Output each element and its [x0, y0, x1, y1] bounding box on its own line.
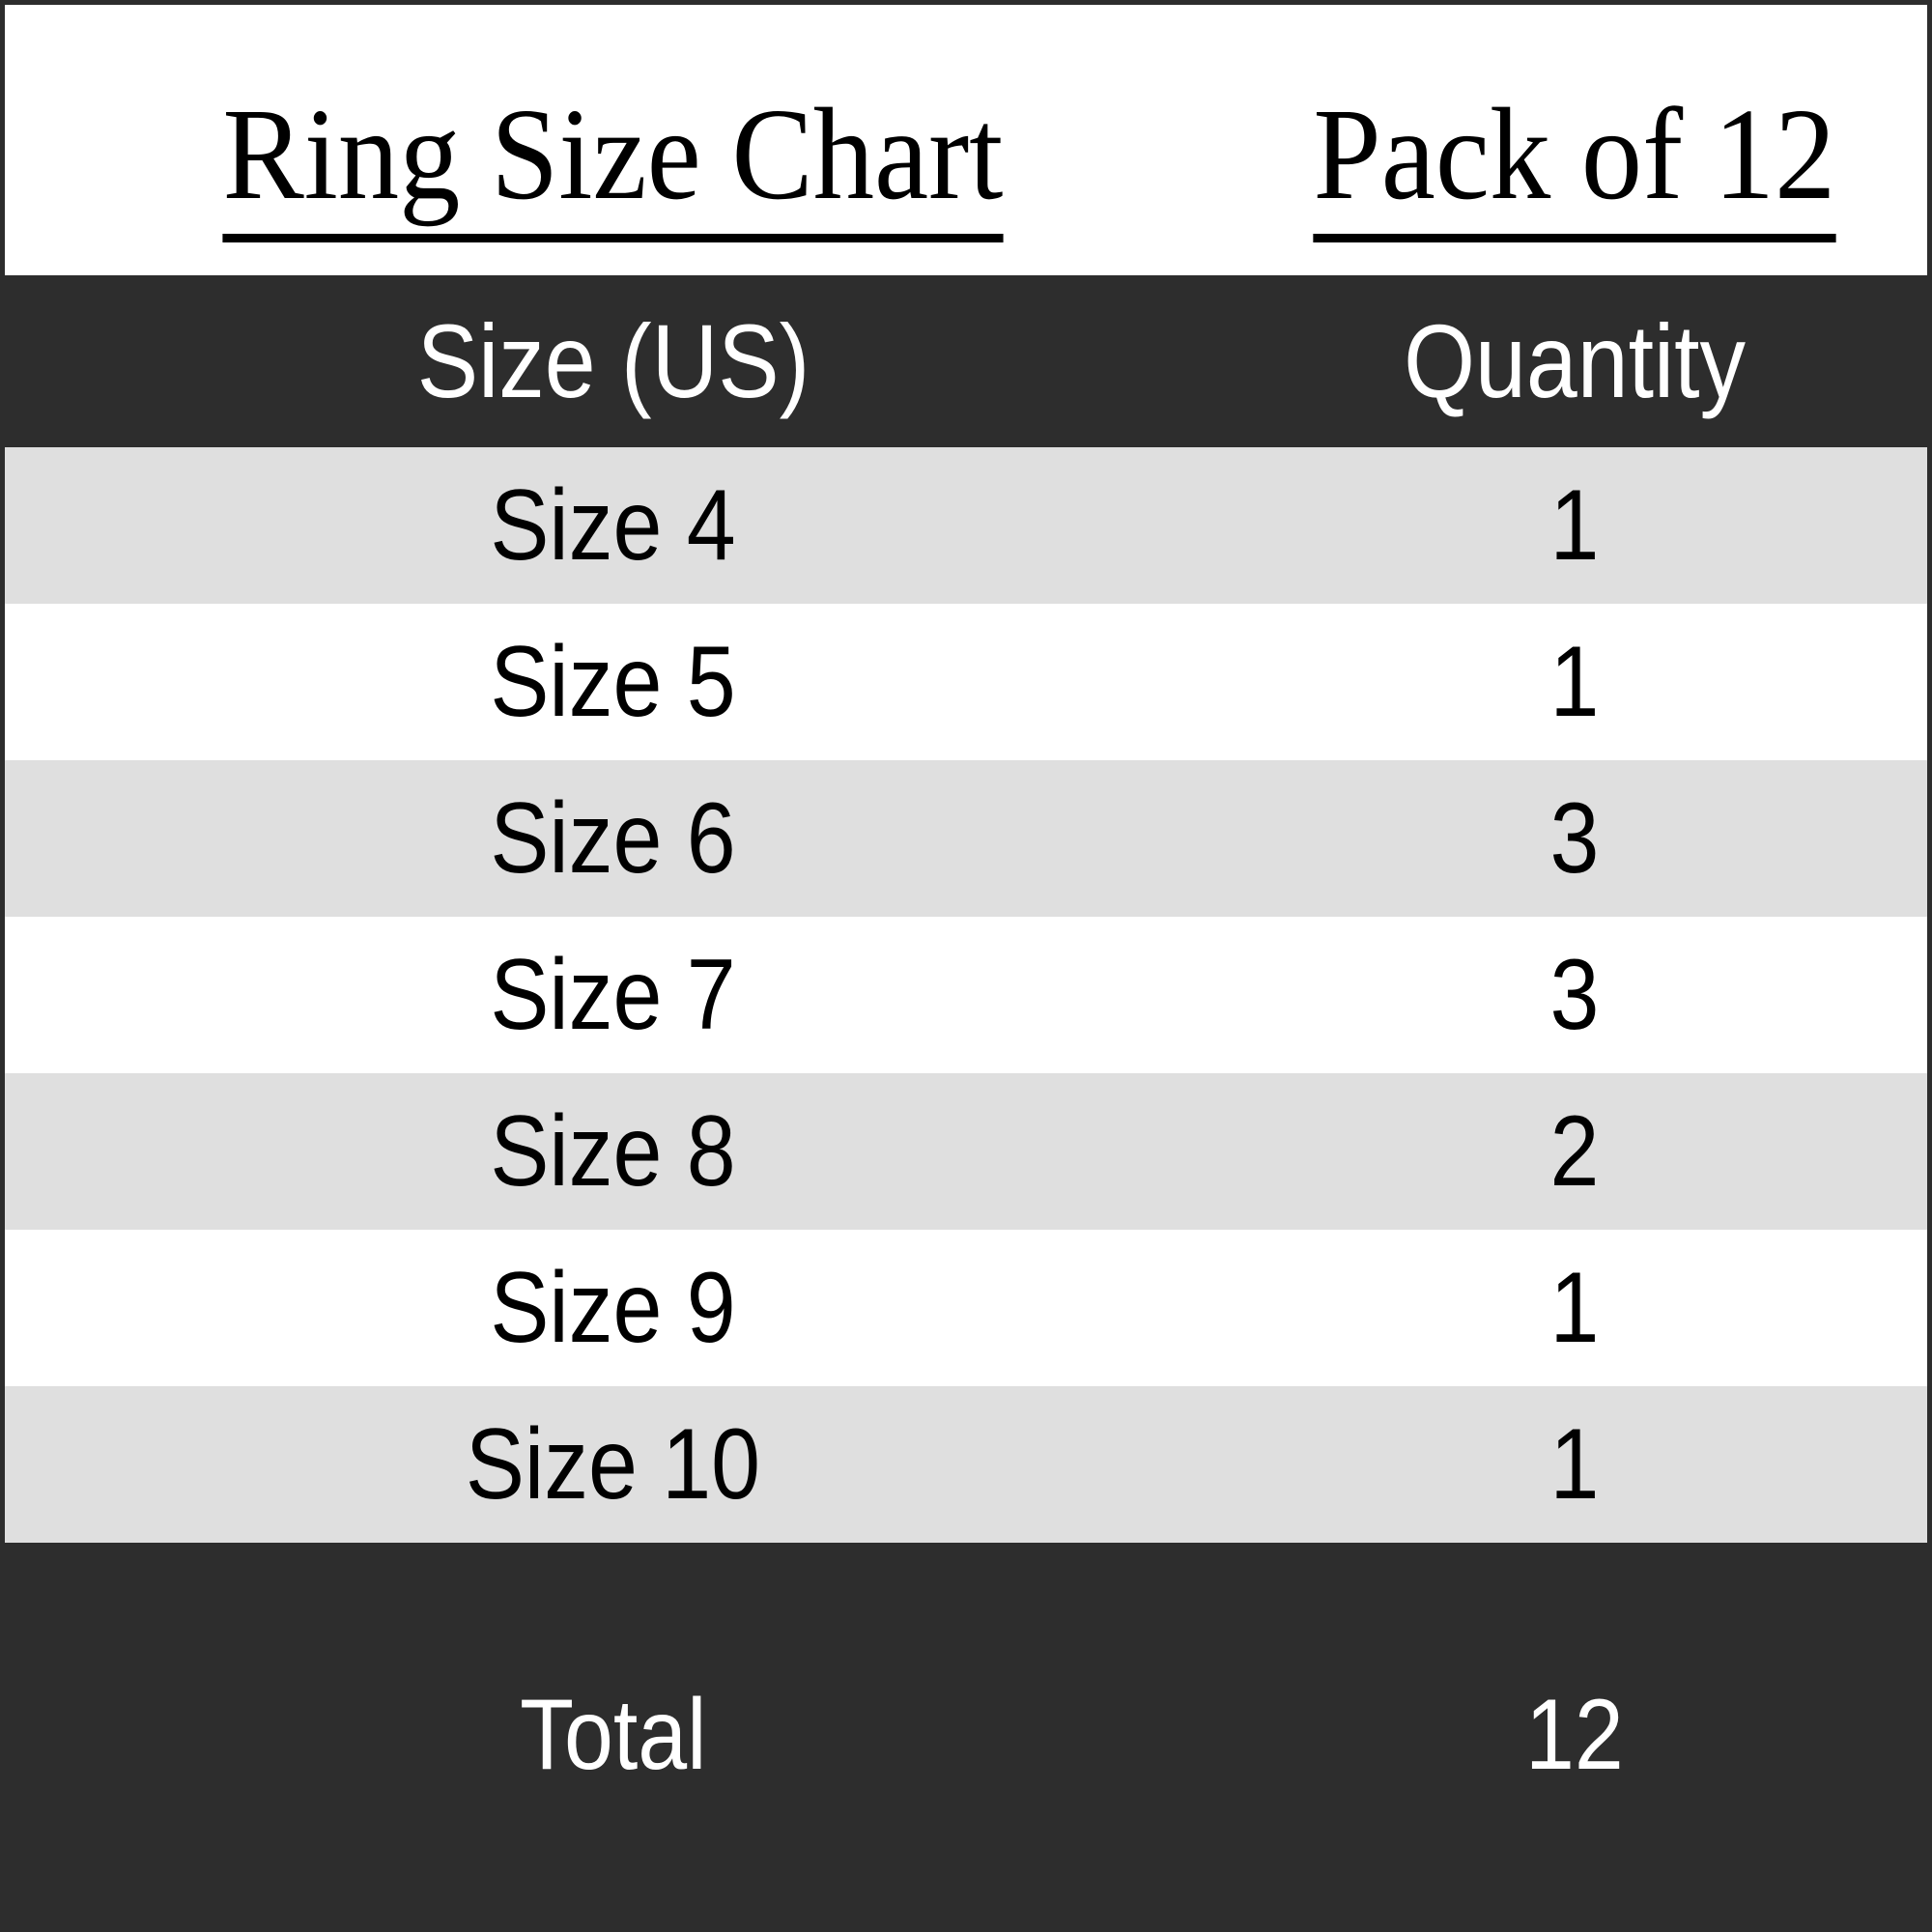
- cell-quantity-value: 3: [1549, 782, 1600, 895]
- cell-size-label: Size 7: [490, 939, 737, 1051]
- pack-size-title: Pack of 12: [1313, 89, 1836, 242]
- total-value-text: 12: [1524, 1679, 1624, 1791]
- cell-total-value: 12: [1222, 1543, 1927, 1927]
- cell-total-label: Total: [5, 1543, 1222, 1927]
- cell-size-label: Size 4: [490, 469, 737, 582]
- table-row: Size 8 2: [5, 1073, 1927, 1230]
- cell-size: Size 10: [5, 1386, 1222, 1543]
- cell-size: Size 6: [5, 760, 1222, 917]
- cell-quantity: 1: [1222, 1230, 1927, 1386]
- cell-quantity: 3: [1222, 917, 1927, 1073]
- cell-quantity-value: 2: [1549, 1095, 1600, 1208]
- title-cell-right: Pack of 12: [1222, 89, 1927, 275]
- table-row: Size 4 1: [5, 447, 1927, 604]
- column-header-quantity-label: Quantity: [1403, 302, 1746, 419]
- table-row: Size 5 1: [5, 604, 1927, 760]
- cell-quantity-value: 3: [1549, 939, 1600, 1051]
- cell-quantity: 1: [1222, 447, 1927, 604]
- table-total-row: Total 12: [5, 1543, 1927, 1927]
- cell-size: Size 9: [5, 1230, 1222, 1386]
- cell-quantity: 1: [1222, 1386, 1927, 1543]
- column-header-quantity: Quantity: [1222, 275, 1927, 447]
- cell-size: Size 5: [5, 604, 1222, 760]
- cell-size: Size 8: [5, 1073, 1222, 1230]
- total-label-text: Total: [520, 1679, 707, 1791]
- cell-quantity-value: 1: [1549, 626, 1600, 738]
- cell-quantity: 3: [1222, 760, 1927, 917]
- title-cell-left: Ring Size Chart: [5, 89, 1222, 275]
- cell-size-label: Size 10: [466, 1408, 761, 1520]
- cell-quantity-value: 1: [1549, 1408, 1600, 1520]
- cell-quantity: 2: [1222, 1073, 1927, 1230]
- chart-title: Ring Size Chart: [222, 89, 1004, 242]
- cell-size: Size 4: [5, 447, 1222, 604]
- cell-size-label: Size 8: [490, 1095, 737, 1208]
- title-row: Ring Size Chart Pack of 12: [5, 5, 1927, 275]
- table-row: Size 7 3: [5, 917, 1927, 1073]
- cell-size-label: Size 6: [490, 782, 737, 895]
- cell-size-label: Size 9: [490, 1252, 737, 1364]
- cell-size-label: Size 5: [490, 626, 737, 738]
- cell-quantity-value: 1: [1549, 1252, 1600, 1364]
- table-row: Size 6 3: [5, 760, 1927, 917]
- cell-quantity: 1: [1222, 604, 1927, 760]
- table-header-row: Size (US) Quantity: [5, 275, 1927, 447]
- cell-quantity-value: 1: [1549, 469, 1600, 582]
- table-row: Size 10 1: [5, 1386, 1927, 1543]
- cell-size: Size 7: [5, 917, 1222, 1073]
- table-row: Size 9 1: [5, 1230, 1927, 1386]
- column-header-size-label: Size (US): [416, 302, 810, 419]
- column-header-size: Size (US): [5, 275, 1222, 447]
